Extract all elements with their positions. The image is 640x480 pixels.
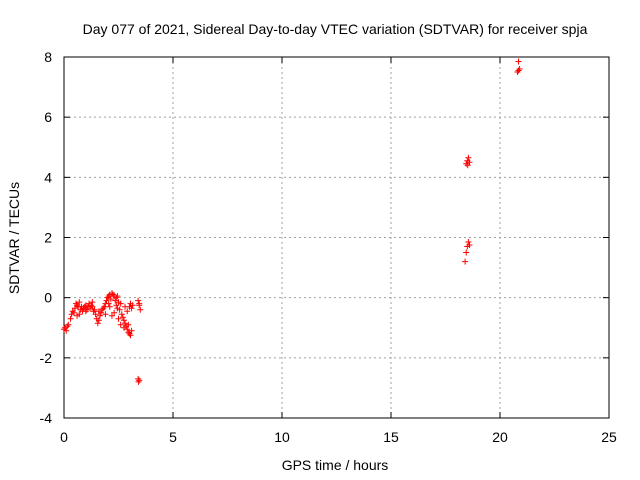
data-point [63, 327, 70, 334]
data-point [106, 303, 113, 310]
data-point [105, 300, 112, 307]
data-point [82, 308, 89, 315]
y-tick-label: -2 [40, 350, 53, 366]
data-point [129, 302, 136, 309]
y-tick-label: 8 [44, 49, 52, 65]
data-point [120, 317, 127, 324]
data-point [137, 306, 144, 313]
data-point [76, 299, 83, 306]
data-point [135, 297, 142, 304]
data-point [95, 317, 102, 324]
y-tick-label: 2 [44, 230, 52, 246]
data-point [465, 239, 472, 246]
data-point [466, 242, 473, 249]
data-point [71, 305, 78, 312]
x-tick-label: 25 [601, 429, 617, 445]
data-point [119, 314, 126, 321]
data-point [113, 294, 120, 301]
data-point [515, 58, 522, 65]
y-axis-label: SDTVAR / TECUs [6, 182, 22, 294]
data-point [125, 321, 132, 328]
data-point [118, 311, 125, 318]
x-tick-label: 20 [492, 429, 508, 445]
data-point [112, 297, 119, 304]
grid-lines [64, 57, 609, 418]
y-tick-label: 4 [44, 169, 52, 185]
data-point [95, 308, 102, 315]
axis-ticks [63, 56, 610, 419]
x-tick-label: 5 [169, 429, 177, 445]
data-point [103, 297, 110, 304]
data-series-sdtvar [61, 58, 523, 385]
data-point [114, 305, 121, 312]
data-point [128, 305, 135, 312]
x-tick-label: 15 [383, 429, 399, 445]
data-point [113, 302, 120, 309]
data-point [466, 159, 473, 166]
data-point [91, 306, 98, 313]
data-point [115, 315, 122, 322]
data-point [120, 324, 127, 331]
data-point [102, 311, 109, 318]
data-point [70, 309, 77, 316]
data-point [122, 320, 129, 327]
data-point [463, 249, 470, 256]
data-point [94, 320, 101, 327]
data-point [462, 258, 469, 265]
data-point [96, 312, 103, 319]
x-axis-label: GPS time / hours [282, 457, 389, 473]
data-point [92, 311, 99, 318]
data-point [117, 300, 124, 307]
x-tick-label: 10 [274, 429, 290, 445]
x-axis-tick-labels: 0 5 10 15 20 25 [60, 429, 617, 445]
y-tick-label: 6 [44, 109, 52, 125]
data-point [136, 300, 143, 307]
data-point [124, 326, 131, 333]
data-point [89, 299, 96, 306]
data-point [67, 315, 74, 322]
data-point [107, 296, 114, 303]
x-tick-label: 0 [60, 429, 68, 445]
y-tick-label: 0 [44, 290, 52, 306]
data-point [465, 154, 472, 161]
data-point [464, 162, 471, 169]
chart-title: Day 077 of 2021, Sidereal Day-to-day VTE… [83, 21, 588, 37]
data-point [128, 327, 135, 334]
data-point [65, 321, 72, 328]
data-point [117, 321, 124, 328]
data-point [108, 312, 115, 319]
y-axis-tick-labels: -4 -2 0 2 4 6 8 [40, 49, 53, 426]
data-point [124, 308, 131, 315]
data-point [74, 312, 81, 319]
data-point [516, 66, 523, 73]
data-point [101, 303, 108, 310]
data-point [111, 309, 118, 316]
data-point [127, 332, 134, 339]
y-tick-label: -4 [40, 410, 53, 426]
data-point [135, 378, 142, 385]
